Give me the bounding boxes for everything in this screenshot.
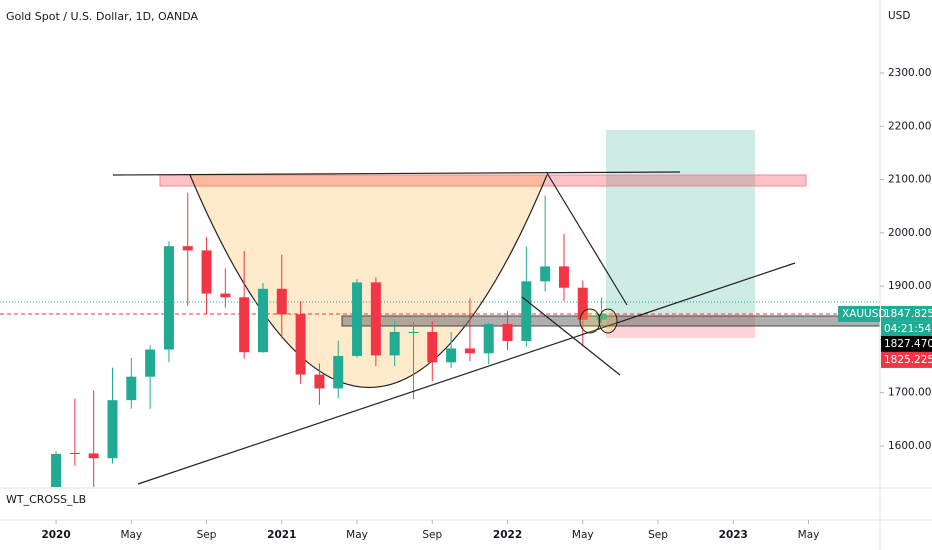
x-tick-label: Sep bbox=[197, 529, 217, 541]
x-tick-label: May bbox=[346, 529, 368, 541]
price-label-box bbox=[881, 351, 932, 368]
y-tick-label: 2100.000 bbox=[888, 174, 932, 186]
price-label: 1827.470 bbox=[884, 338, 932, 350]
cup-curve bbox=[189, 174, 548, 389]
x-tick-label: Sep bbox=[648, 529, 668, 541]
x-tick-label: May bbox=[572, 529, 594, 541]
candle-body bbox=[464, 348, 475, 354]
candle-body bbox=[276, 288, 287, 315]
candle-body bbox=[502, 323, 513, 342]
candle-body bbox=[558, 266, 569, 288]
candle-body bbox=[69, 452, 80, 454]
x-tick-label: 2023 bbox=[719, 529, 748, 541]
x-tick-label: May bbox=[120, 529, 142, 541]
candle-body bbox=[126, 376, 137, 401]
candle-body bbox=[370, 282, 381, 356]
cup-fill bbox=[190, 175, 547, 388]
overlay bbox=[112, 171, 796, 485]
wedge-bottom bbox=[521, 296, 621, 376]
candle-body bbox=[483, 323, 494, 354]
y-tick-label: 1700.000 bbox=[888, 387, 932, 399]
trendline bbox=[137, 262, 796, 485]
candle-body bbox=[145, 349, 156, 377]
countdown: 04:21:54 bbox=[884, 323, 931, 335]
resistance-zone bbox=[159, 174, 807, 187]
retest-circle bbox=[598, 308, 618, 334]
y-tick-label: 2200.000 bbox=[888, 120, 932, 132]
candle-body bbox=[540, 266, 551, 282]
candle-body bbox=[107, 400, 118, 459]
axis-unit: USD bbox=[888, 10, 910, 22]
symbol-label: XAUUSD bbox=[842, 308, 887, 320]
candle-body bbox=[257, 288, 268, 353]
x-tick-label: 2020 bbox=[41, 529, 70, 541]
breakout-circle bbox=[579, 308, 601, 334]
price-label-box bbox=[881, 305, 932, 322]
drawings bbox=[0, 130, 880, 389]
candle-body bbox=[446, 348, 457, 363]
candle-body bbox=[427, 331, 438, 363]
candle-body bbox=[352, 282, 363, 356]
price-label: 1847.825 bbox=[884, 308, 932, 320]
candle-body bbox=[333, 355, 344, 389]
x-tick-label: May bbox=[798, 529, 820, 541]
candle-body bbox=[201, 250, 212, 294]
candle-body bbox=[295, 314, 306, 375]
candle-body bbox=[314, 374, 325, 389]
candle-body bbox=[163, 246, 174, 350]
candle-body bbox=[220, 293, 231, 298]
candle-body bbox=[521, 281, 532, 342]
y-tick-label: 1600.000 bbox=[888, 440, 932, 452]
candle-body bbox=[408, 331, 419, 333]
chart-title: Gold Spot / U.S. Dollar, 1D, OANDA bbox=[6, 10, 199, 23]
y-tick-label: 2300.000 bbox=[888, 67, 932, 79]
wedge-top bbox=[546, 172, 628, 306]
candle-body bbox=[182, 246, 193, 251]
candle-body bbox=[239, 297, 250, 353]
x-tick-label: 2021 bbox=[267, 529, 296, 541]
candle-body bbox=[389, 331, 400, 356]
target-zone bbox=[606, 130, 755, 314]
indicator-name: WT_CROSS_LB bbox=[6, 493, 86, 506]
x-tick-label: 2022 bbox=[493, 529, 522, 541]
y-tick-label: 1900.000 bbox=[888, 280, 932, 292]
candle-body bbox=[88, 453, 99, 459]
price-label-box bbox=[881, 335, 932, 352]
neckline bbox=[112, 171, 681, 176]
candle-body bbox=[51, 453, 62, 487]
price-label: 1825.225 bbox=[884, 354, 932, 366]
symbol-box bbox=[838, 305, 880, 322]
candle-body bbox=[596, 313, 607, 320]
candle-body bbox=[577, 287, 588, 320]
x-tick-label: Sep bbox=[422, 529, 442, 541]
countdown-box bbox=[881, 321, 932, 336]
y-tick-label: 2000.000 bbox=[888, 227, 932, 239]
support-zone bbox=[341, 315, 880, 327]
